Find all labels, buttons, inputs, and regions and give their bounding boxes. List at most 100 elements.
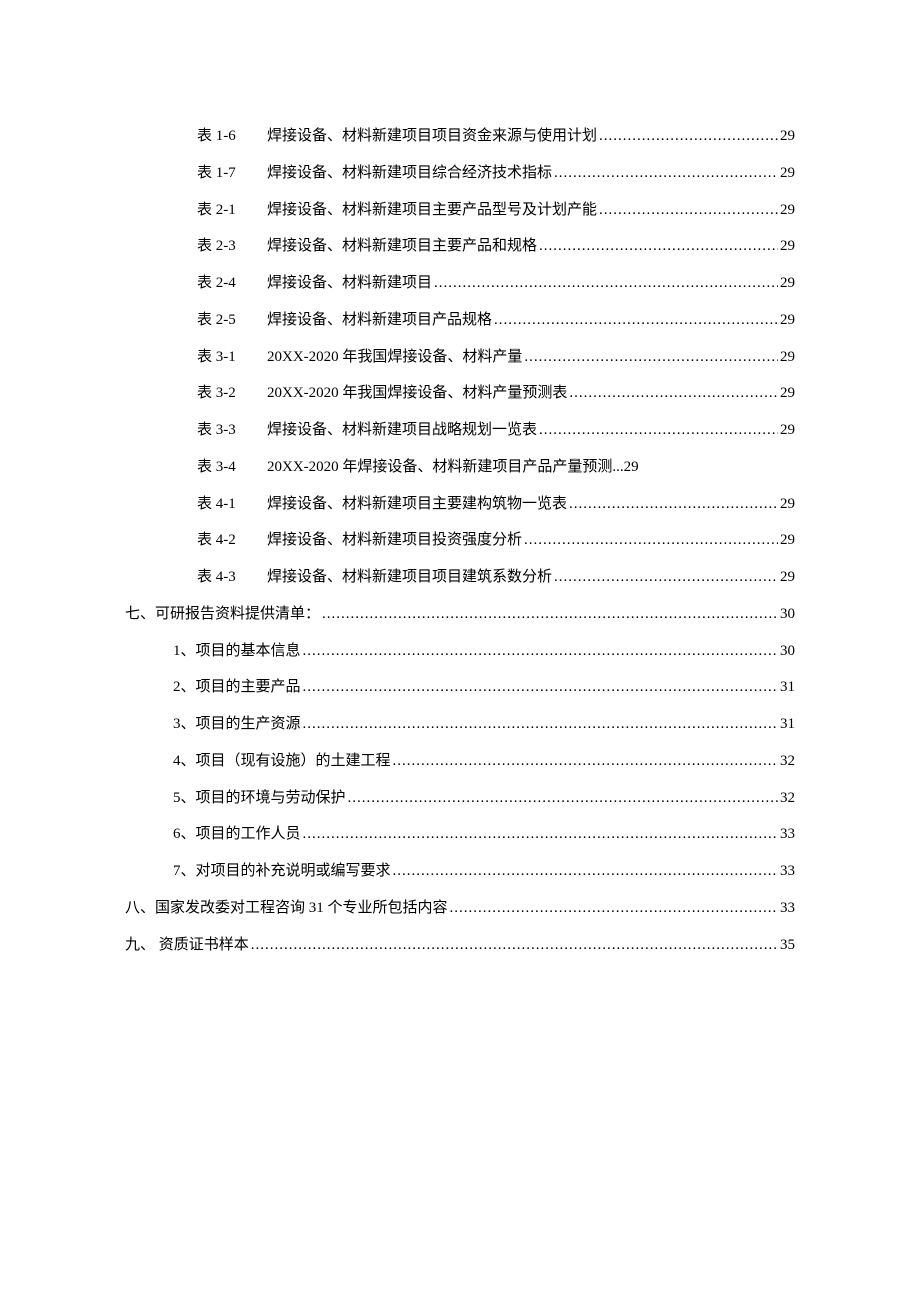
toc-leader-dots bbox=[569, 486, 778, 523]
toc-page-number: 29 bbox=[780, 228, 795, 265]
toc-entry-text: 5、项目的环境与劳动保护 bbox=[173, 790, 346, 806]
toc-entry: 表 3-3 焊接设备、材料新建项目战略规划一览表 29 bbox=[125, 412, 795, 449]
toc-entry-text: 20XX-2020 年我国焊接设备、材料产量 bbox=[267, 349, 522, 365]
toc-page-number: 33 bbox=[780, 890, 795, 927]
toc-entry: 八、国家发改委对工程咨询 31 个专业所包括内容 33 bbox=[125, 890, 795, 927]
toc-entry-label: 表 3-220XX-2020 年我国焊接设备、材料产量预测表 bbox=[197, 375, 567, 412]
toc-entry-label: 八、国家发改委对工程咨询 31 个专业所包括内容 bbox=[125, 890, 448, 927]
toc-leader-dots bbox=[554, 155, 778, 192]
toc-entry-label: 表 2-1 焊接设备、材料新建项目主要产品型号及计划产能 bbox=[197, 192, 597, 229]
toc-page-number: 29 bbox=[780, 192, 795, 229]
toc-entry-text: 7、对项目的补充说明或编写要求 bbox=[173, 863, 391, 879]
toc-table-label: 表 2-4 bbox=[197, 265, 255, 302]
toc-table-label: 表 4-3 bbox=[197, 559, 255, 596]
toc-leader-dots bbox=[322, 596, 778, 633]
toc-page-number: 33 bbox=[780, 853, 795, 890]
toc-entry: 表 1-6焊接设备、材料新建项目项目资金来源与使用计划29 bbox=[125, 118, 795, 155]
toc-entry: 表 2-3 焊接设备、材料新建项目主要产品和规格 29 bbox=[125, 228, 795, 265]
toc-entry-label: 表 1-6焊接设备、材料新建项目项目资金来源与使用计划 bbox=[197, 118, 597, 155]
toc-page-number: 30 bbox=[780, 633, 795, 670]
toc-table-label: 表 4-1 bbox=[197, 486, 255, 523]
toc-page-number: 32 bbox=[780, 743, 795, 780]
toc-page-number: 31 bbox=[780, 706, 795, 743]
toc-table-label: 表 2-5 bbox=[197, 302, 255, 339]
toc-leader-dots bbox=[554, 559, 778, 596]
toc-page-number: 29 bbox=[780, 522, 795, 559]
toc-entry: 7、对项目的补充说明或编写要求 33 bbox=[125, 853, 795, 890]
toc-entry-text: 九、 资质证书样本 bbox=[125, 937, 249, 953]
toc-leader-dots bbox=[393, 743, 778, 780]
toc-page-number: 29 bbox=[780, 486, 795, 523]
toc-page-number: 30 bbox=[780, 596, 795, 633]
toc-page-number: 35 bbox=[780, 927, 795, 964]
table-of-contents: 表 1-6焊接设备、材料新建项目项目资金来源与使用计划29表 1-7焊接设备、材… bbox=[125, 118, 795, 963]
toc-leader-dots bbox=[569, 375, 778, 412]
toc-page-number: 29 bbox=[624, 449, 639, 486]
toc-leader-dots bbox=[251, 927, 778, 964]
toc-entry-text: 6、项目的工作人员 bbox=[173, 826, 301, 842]
toc-table-label: 表 3-1 bbox=[197, 339, 255, 376]
toc-entry-label: 表 2-3 焊接设备、材料新建项目主要产品和规格 bbox=[197, 228, 537, 265]
toc-entry: 表 2-1 焊接设备、材料新建项目主要产品型号及计划产能 29 bbox=[125, 192, 795, 229]
toc-entry-label: 4、项目（现有设施）的土建工程 bbox=[173, 743, 391, 780]
toc-table-label: 表 3-2 bbox=[197, 375, 255, 412]
toc-entry: 表 2-5 焊接设备、材料新建项目产品规格 29 bbox=[125, 302, 795, 339]
toc-entry-text: 八、国家发改委对工程咨询 31 个专业所包括内容 bbox=[125, 900, 448, 916]
toc-entry: 3、项目的生产资源 31 bbox=[125, 706, 795, 743]
toc-leader-dots bbox=[434, 265, 778, 302]
toc-entry-label: 表 3-1 20XX-2020 年我国焊接设备、材料产量 bbox=[197, 339, 522, 376]
toc-entry-label: 表 3-3 焊接设备、材料新建项目战略规划一览表 bbox=[197, 412, 537, 449]
toc-entry-label: 表 4-1 焊接设备、材料新建项目主要建构筑物一览表 bbox=[197, 486, 567, 523]
toc-entry-label: 1、项目的基本信息 bbox=[173, 633, 301, 670]
toc-leader-dots bbox=[393, 853, 778, 890]
toc-leader-dots bbox=[494, 302, 778, 339]
toc-leader-dots bbox=[539, 412, 778, 449]
toc-entry-text: 焊接设备、材料新建项目投资强度分析 bbox=[267, 532, 522, 548]
toc-table-label: 表 1-6 bbox=[197, 118, 255, 155]
toc-entry-label: 表 1-7焊接设备、材料新建项目综合经济技术指标 bbox=[197, 155, 552, 192]
toc-entry-text: 焊接设备、材料新建项目综合经济技术指标 bbox=[267, 165, 552, 181]
toc-entry-label: 表 4-3焊接设备、材料新建项目项目建筑系数分析 bbox=[197, 559, 552, 596]
toc-entry-text: 焊接设备、材料新建项目主要建构筑物一览表 bbox=[267, 496, 567, 512]
toc-entry-label: 6、项目的工作人员 bbox=[173, 816, 301, 853]
toc-page-number: 32 bbox=[780, 780, 795, 817]
toc-entry-text: 焊接设备、材料新建项目战略规划一览表 bbox=[267, 422, 537, 438]
toc-entry-text: 焊接设备、材料新建项目主要产品型号及计划产能 bbox=[267, 202, 597, 218]
toc-entry-label: 表 3-4 20XX-2020 年焊接设备、材料新建项目产品产量预测 bbox=[197, 449, 612, 486]
toc-entry-label: 7、对项目的补充说明或编写要求 bbox=[173, 853, 391, 890]
toc-leader-dots bbox=[303, 706, 778, 743]
toc-leader-dots bbox=[450, 890, 778, 927]
toc-entry: 6、项目的工作人员 33 bbox=[125, 816, 795, 853]
toc-entry-text: 焊接设备、材料新建项目主要产品和规格 bbox=[267, 238, 537, 254]
toc-table-label: 表 3-4 bbox=[197, 449, 255, 486]
toc-table-label: 表 3-3 bbox=[197, 412, 255, 449]
toc-leader-dots bbox=[524, 522, 778, 559]
toc-entry-text: 焊接设备、材料新建项目产品规格 bbox=[267, 312, 492, 328]
toc-entry: 4、项目（现有设施）的土建工程 32 bbox=[125, 743, 795, 780]
toc-entry: 1、项目的基本信息 30 bbox=[125, 633, 795, 670]
toc-entry-text: 4、项目（现有设施）的土建工程 bbox=[173, 753, 391, 769]
toc-entry: 七、可研报告资料提供清单： 30 bbox=[125, 596, 795, 633]
toc-leader-dots bbox=[599, 192, 778, 229]
toc-page-number: 29 bbox=[780, 302, 795, 339]
toc-page-number: 29 bbox=[780, 412, 795, 449]
toc-entry-label: 3、项目的生产资源 bbox=[173, 706, 301, 743]
toc-entry: 表 3-4 20XX-2020 年焊接设备、材料新建项目产品产量预测 ...29 bbox=[125, 449, 795, 486]
toc-entry: 表 1-7焊接设备、材料新建项目综合经济技术指标 29 bbox=[125, 155, 795, 192]
toc-entry-text: 焊接设备、材料新建项目 bbox=[267, 275, 432, 291]
toc-entry-text: 20XX-2020 年焊接设备、材料新建项目产品产量预测 bbox=[267, 459, 612, 475]
toc-page-number: 33 bbox=[780, 816, 795, 853]
toc-table-label: 表 4-2 bbox=[197, 522, 255, 559]
toc-table-label: 表 2-1 bbox=[197, 192, 255, 229]
toc-leader-dots bbox=[539, 228, 778, 265]
toc-entry: 2、项目的主要产品 31 bbox=[125, 669, 795, 706]
toc-leader-dots bbox=[303, 633, 778, 670]
toc-entry: 表 4-2 焊接设备、材料新建项目投资强度分析 29 bbox=[125, 522, 795, 559]
toc-entry-text: 3、项目的生产资源 bbox=[173, 716, 301, 732]
toc-entry-text: 2、项目的主要产品 bbox=[173, 679, 301, 695]
toc-entry-label: 表 4-2 焊接设备、材料新建项目投资强度分析 bbox=[197, 522, 522, 559]
toc-leader-dots bbox=[348, 780, 778, 817]
toc-short-leader: ... bbox=[612, 449, 623, 486]
toc-table-label: 表 2-3 bbox=[197, 228, 255, 265]
toc-page-number: 29 bbox=[780, 155, 795, 192]
